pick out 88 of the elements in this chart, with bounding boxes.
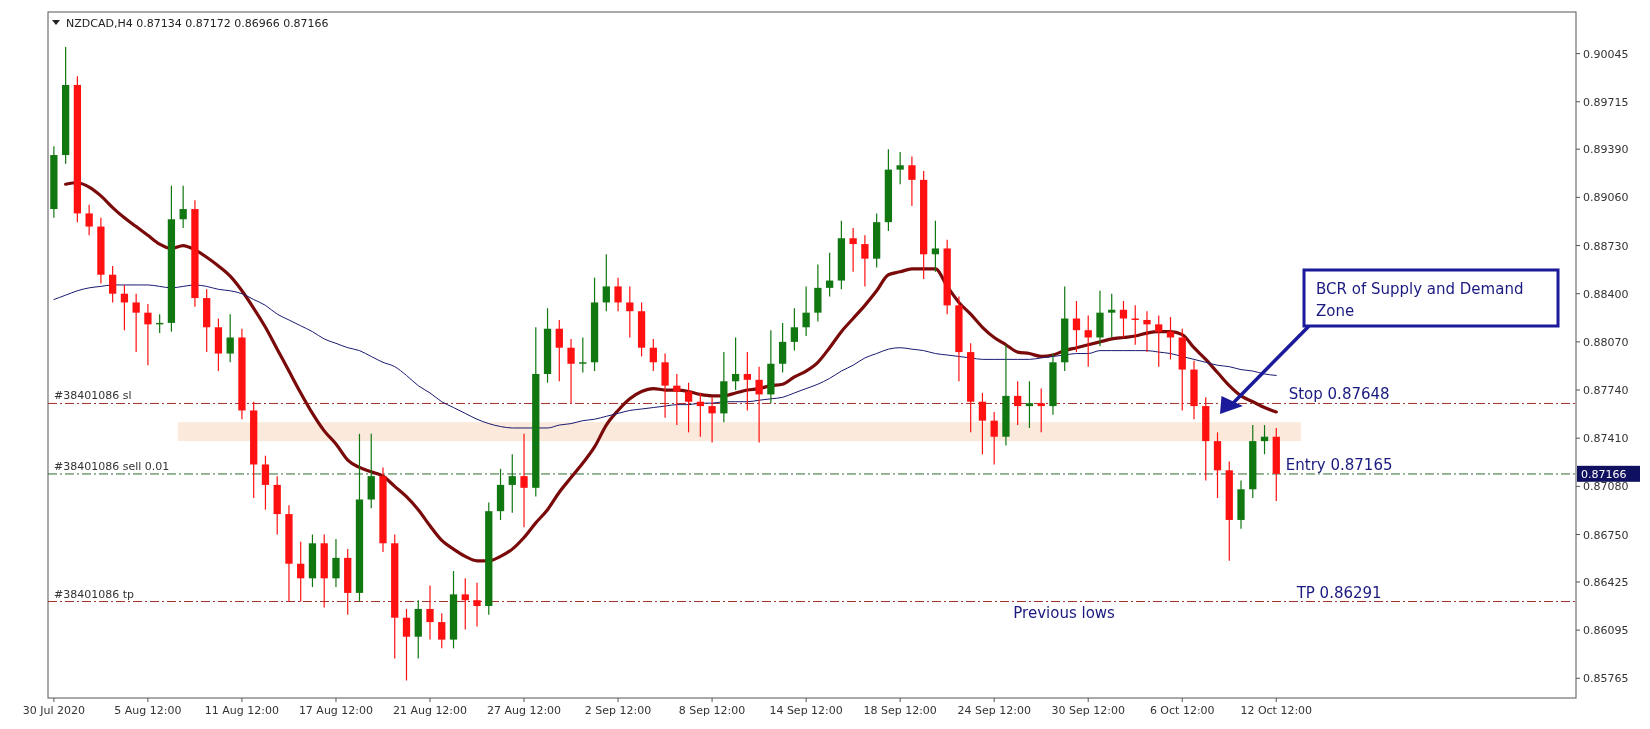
candlestick [85, 204, 93, 236]
candlestick [684, 382, 693, 433]
candlestick [1155, 314, 1163, 368]
candlestick [226, 313, 234, 363]
text: NZDCAD,H4 0.87134 0.87172 0.86966 0.87166 [66, 17, 329, 30]
candlestick [825, 252, 834, 298]
candlestick [802, 285, 810, 337]
x-tick-label: 2 Sep 12:00 [584, 704, 652, 717]
annotation: Previous lows [1013, 603, 1116, 622]
candlestick [896, 151, 904, 185]
y-tick-label: 0.86750 [1583, 528, 1629, 542]
candlestick [708, 396, 716, 444]
annotation: #38401086 sl [54, 389, 132, 403]
candlestick [908, 155, 916, 207]
candlestick [567, 338, 575, 404]
y-tick-label: 0.86095 [1583, 624, 1629, 638]
candlestick [179, 185, 187, 229]
y-tick-label: 0.88070 [1583, 335, 1629, 349]
candlestick [144, 303, 152, 366]
x-tick-label: 6 Oct 12:00 [1149, 704, 1215, 717]
candlestick [1025, 380, 1034, 429]
candlestick [261, 455, 270, 511]
ref-line-label: Entry 0.87165 [1285, 455, 1393, 474]
candlestick [1037, 387, 1045, 433]
y-tick-label: 0.87410 [1583, 432, 1629, 446]
y-tick-label: 0.89390 [1583, 143, 1629, 157]
candlestick [1108, 293, 1116, 339]
x-tick-label: 17 Aug 12:00 [298, 704, 374, 717]
candlestick [367, 433, 375, 509]
text: 0.87166 [1581, 467, 1627, 481]
x-tick-label: 30 Sep 12:00 [1051, 704, 1125, 717]
y-tick-label: 0.90045 [1583, 47, 1629, 61]
candlestick [297, 541, 305, 603]
candlestick [1143, 310, 1151, 353]
candlestick [332, 538, 340, 588]
candlestick [579, 336, 587, 374]
candlestick [849, 227, 857, 273]
x-tick-label: 12 Oct 12:00 [1240, 704, 1313, 717]
text: BCR of Supply and Demand Zone [1316, 280, 1524, 320]
candlestick [1119, 300, 1128, 339]
candlestick [778, 322, 787, 374]
candlestick [438, 612, 446, 649]
candlestick [626, 285, 634, 339]
candlestick [661, 352, 669, 419]
candlestick [426, 585, 434, 641]
candlestick [931, 220, 940, 273]
candlestick [755, 366, 763, 444]
candlestick [602, 253, 610, 312]
candlestick [1084, 314, 1092, 368]
y-tick-label: 0.87080 [1583, 480, 1629, 494]
candlestick [109, 265, 117, 304]
candlestick [555, 319, 563, 382]
x-tick-label: 21 Aug 12:00 [392, 704, 468, 717]
candlestick [990, 411, 998, 466]
x-tick-label: 14 Sep 12:00 [769, 704, 843, 717]
ref-line-label: TP 0.86291 [1295, 583, 1382, 602]
y-tick-label: 0.85765 [1583, 672, 1629, 686]
x-tick-label: 30 Jul 2020 [22, 704, 86, 717]
annotation: #38401086 sell 0.01 [54, 459, 170, 473]
candlestick [614, 277, 622, 312]
y-tick-label: 0.88730 [1583, 239, 1629, 253]
x-tick-label: 24 Sep 12:00 [957, 704, 1031, 717]
x-tick-label: 11 Aug 12:00 [204, 704, 280, 717]
candlestick [508, 453, 516, 514]
annotation: #38401086 tp [54, 587, 135, 601]
candlestick [743, 351, 751, 412]
candlestick [790, 307, 799, 352]
ref-line-label: Stop 0.87648 [1288, 385, 1390, 404]
y-tick-label: 0.88400 [1583, 287, 1629, 301]
x-tick-label: 5 Aug 12:00 [114, 704, 182, 717]
candlestick [1072, 300, 1081, 353]
y-tick-label: 0.89060 [1583, 191, 1629, 205]
x-tick-label: 18 Sep 12:00 [863, 704, 937, 717]
y-tick-label: 0.86425 [1583, 575, 1629, 589]
candlestick [731, 336, 740, 391]
candlestick [520, 433, 528, 528]
candlestick [132, 293, 140, 353]
candlestick [1014, 380, 1022, 426]
candlestick [402, 608, 411, 682]
candlestick [473, 582, 481, 628]
y-tick-label: 0.87740 [1583, 384, 1629, 398]
x-tick-label: 27 Aug 12:00 [486, 704, 562, 717]
candlestick [461, 577, 469, 630]
candlestick [861, 234, 869, 287]
y-tick-label: 0.89715 [1583, 95, 1629, 109]
x-tick-label: 8 Sep 12:00 [678, 704, 746, 717]
candlestick [978, 392, 987, 455]
candlestick [649, 338, 657, 372]
